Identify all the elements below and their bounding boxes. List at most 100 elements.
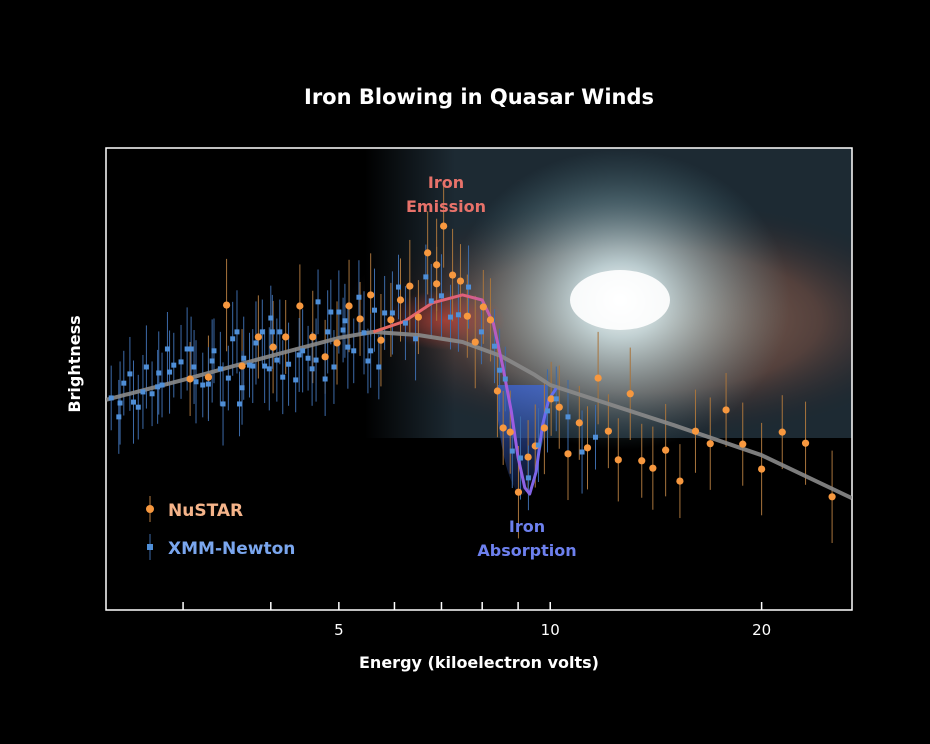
xmm-newton-point [155, 384, 161, 390]
xmm-newton-point [140, 389, 146, 395]
nustar-point [499, 424, 507, 432]
xmm-newton-point [345, 344, 351, 350]
nustar-point [204, 373, 213, 381]
xmm-newton-point [268, 315, 274, 321]
nustar-point [367, 291, 375, 299]
xmm-newton-point [230, 336, 236, 342]
xmm-newton-point [193, 379, 199, 385]
xmm-newton-point [277, 329, 283, 335]
xmm-newton-point [455, 312, 461, 318]
nustar-point [547, 395, 555, 403]
nustar-point [594, 374, 602, 382]
xmm-newton-point [565, 414, 571, 420]
xmm-newton-point [478, 329, 484, 335]
xmm-newton-point [171, 362, 177, 368]
legend-label-nustar: NuSTAR [168, 501, 243, 521]
nustar-point [801, 439, 810, 447]
nustar-point [575, 419, 583, 427]
nustar-point [614, 456, 622, 464]
xmm-newton-point [372, 307, 378, 313]
xmm-newton-point [164, 346, 170, 352]
x-tick-label: 5 [334, 621, 344, 639]
y-axis-label: Brightness [65, 315, 84, 412]
nustar-point [828, 493, 836, 501]
xmm-newton-point [466, 284, 472, 290]
plot-frame [105, 147, 853, 611]
xmm-newton-point [328, 309, 334, 315]
xmm-newton-point [211, 348, 217, 354]
xmm-newton-point [149, 391, 155, 397]
xmm-newton-point [376, 364, 382, 370]
xmm-newton-point [234, 329, 240, 335]
xmm-newton-point [544, 408, 550, 414]
nustar-point [662, 446, 670, 454]
nustar-point [269, 343, 277, 351]
xmm-newton-point [253, 340, 259, 346]
xmm-newton-point [300, 348, 306, 354]
nustar-point [739, 440, 747, 448]
xmm-newton-point [313, 357, 319, 363]
xmm-newton-point [200, 382, 206, 388]
xmm-newton-point [389, 310, 395, 316]
xmm-newton-point [322, 376, 328, 382]
xmm-newton-point [217, 366, 223, 372]
nustar-point [238, 362, 246, 370]
nustar-point [555, 403, 563, 411]
nustar-point [758, 465, 766, 473]
xmm-newton-point [286, 361, 292, 367]
annotation-iron-emission-line2: Emission [406, 197, 486, 216]
nustar-point [440, 222, 448, 230]
xmm-newton-point [280, 374, 286, 380]
xmm-newton-point [492, 343, 498, 349]
xmm-newton-point [413, 336, 419, 342]
nustar-point [540, 424, 548, 432]
xmm-newton-point [167, 369, 173, 375]
annotation-iron-emission-line1: Iron [428, 173, 464, 192]
nustar-point [186, 375, 194, 383]
nustar-point [676, 477, 684, 485]
nustar-point [463, 312, 471, 320]
legend-marker-nustar [146, 505, 154, 513]
xmm-newton-point [365, 358, 371, 364]
xmm-newton-point [116, 414, 122, 420]
nustar-point [649, 464, 657, 472]
xmm-newton-point [447, 314, 453, 320]
xmm-newton-point [274, 357, 280, 363]
xmm-newton-point [159, 382, 165, 388]
xmm-newton-point [497, 367, 503, 373]
legend: NuSTAR XMM-Newton [146, 496, 295, 560]
xmm-newton-point [266, 366, 272, 372]
xmm-newton-point [178, 359, 184, 365]
xmm-newton-point [342, 318, 348, 324]
xmm-newton-point [428, 298, 434, 304]
nustar-point [377, 336, 385, 344]
x-tick-label: 10 [541, 621, 560, 639]
nustar-point [406, 282, 414, 290]
nustar-point [706, 440, 714, 448]
iron-line-model-curve [372, 293, 558, 496]
xmm-newton-point [191, 364, 197, 370]
xmm-newton-point [336, 309, 342, 315]
nustar-point [333, 339, 341, 347]
nustar-point [626, 390, 634, 398]
xmm-newton-point [131, 399, 137, 405]
xmm-newton-point [502, 376, 508, 382]
xmm-newton-point [184, 346, 190, 352]
xmm-newton-point [143, 364, 149, 370]
xmm-newton-point [395, 284, 401, 290]
xmm-newton-point [237, 401, 243, 407]
xmm-newton-point [592, 434, 598, 440]
xmm-newton-point [108, 395, 114, 401]
xmm-newton-point [423, 274, 429, 280]
xmm-newton-point [438, 293, 444, 299]
nustar-point [345, 302, 353, 310]
xmm-newton-point [509, 448, 515, 454]
xmm-newton-point [205, 381, 211, 387]
xmm-newton-point [535, 442, 541, 448]
chart-title: Iron Blowing in Quasar Winds [304, 85, 654, 109]
nustar-point [222, 301, 231, 309]
xmm-newton-point [402, 320, 408, 326]
xmm-newton-point [220, 401, 226, 407]
nustar-point [433, 280, 441, 288]
xmm-newton-point [209, 358, 215, 364]
